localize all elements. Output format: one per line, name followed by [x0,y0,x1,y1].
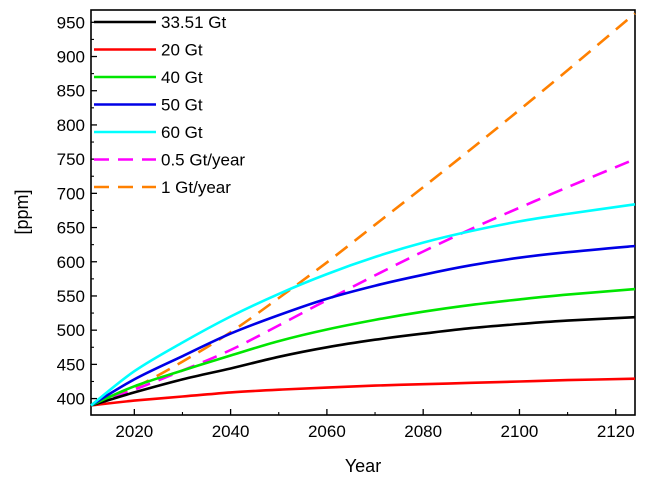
x-axis-title: Year [345,456,381,476]
x-tick-label: 2120 [597,422,635,441]
series-layer [90,12,636,407]
series-line-1-gt-year [90,12,636,407]
x-tick-label: 2040 [212,422,250,441]
y-tick-label: 750 [57,150,85,169]
legend-label-33-51-gt: 33.51 Gt [161,13,226,32]
y-tick-label: 900 [57,48,85,67]
legend-label-50-gt: 50 Gt [161,96,203,115]
y-tick-label: 600 [57,253,85,272]
y-tick-label: 400 [57,390,85,409]
series-line-40-gt [90,287,636,407]
y-tick-label: 650 [57,219,85,238]
x-tick-label: 2060 [308,422,346,441]
series-line-0-5-gt-year [90,157,636,407]
y-tick-label: 950 [57,13,85,32]
legend-label-60-gt: 60 Gt [161,123,203,142]
series-line-20-gt [90,377,636,407]
series-line-60-gt [90,203,636,407]
legend-label-1-gt-year: 1 Gt/year [161,178,231,197]
series-line-50-gt [90,244,636,407]
x-tick-label: 2080 [404,422,442,441]
y-tick-label: 850 [57,82,85,101]
series-line-33-51-gt [90,315,636,407]
x-tick-label: 2100 [501,422,539,441]
y-axis-title: [ppm] [12,189,32,234]
legend-label-20-gt: 20 Gt [161,41,203,60]
tick-layer: 2020 2040 2060 2080 2100 2120 400 450 500 550 600 6… [57,13,635,441]
legend-label-40-gt: 40 Gt [161,68,203,87]
y-tick-label: 700 [57,184,85,203]
y-tick-label: 550 [57,287,85,306]
legend-label-0-5-gt-year: 0.5 Gt/year [161,151,245,170]
legend: 33.51 Gt 20 Gt 40 Gt 50 Gt 60 Gt 0.5 Gt/year 1… [94,13,245,197]
plot-frame [90,9,636,416]
y-tick-label: 450 [57,355,85,374]
y-tick-label: 500 [57,321,85,340]
x-tick-label: 2020 [115,422,153,441]
y-tick-label: 800 [57,116,85,135]
